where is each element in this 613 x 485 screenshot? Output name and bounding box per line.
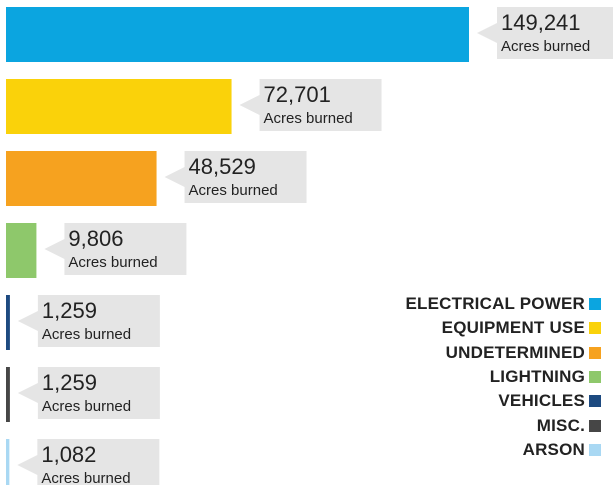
legend-item-equipment-use: EQUIPMENT USE bbox=[281, 316, 601, 340]
bar-undetermined bbox=[6, 151, 157, 206]
legend-swatch bbox=[589, 298, 601, 311]
legend-swatch bbox=[589, 371, 601, 384]
value-label-equipment-use: 72,701 bbox=[264, 82, 331, 107]
bar-electrical-power bbox=[6, 7, 469, 62]
value-label-electrical-power: 149,241 bbox=[501, 10, 581, 35]
legend-item-vehicles: VEHICLES bbox=[281, 389, 601, 413]
unit-label-arson: Acres burned bbox=[41, 470, 130, 485]
value-callout-lightning bbox=[44, 223, 187, 275]
value-callout-electrical-power bbox=[477, 7, 613, 59]
value-callout-misc bbox=[17, 367, 160, 419]
value-label-arson: 1,082 bbox=[41, 442, 96, 467]
value-callout-vehicles bbox=[17, 295, 160, 347]
legend-swatch bbox=[589, 346, 601, 359]
value-label-undetermined: 48,529 bbox=[189, 154, 256, 179]
value-callout-equipment-use bbox=[239, 79, 382, 131]
legend-swatch bbox=[589, 322, 601, 335]
legend-label: EQUIPMENT USE bbox=[441, 318, 585, 338]
legend-swatch bbox=[589, 395, 601, 408]
value-callout-arson bbox=[17, 439, 160, 485]
legend-label: UNDETERMINED bbox=[445, 342, 585, 362]
unit-label-equipment-use: Acres burned bbox=[264, 110, 353, 127]
value-label-vehicles: 1,259 bbox=[42, 298, 97, 323]
legend-swatch bbox=[589, 419, 601, 432]
legend-item-misc: MISC. bbox=[281, 413, 601, 437]
value-callout-undetermined bbox=[164, 151, 307, 203]
legend-label: MISC. bbox=[536, 415, 585, 435]
unit-label-lightning: Acres burned bbox=[68, 254, 157, 271]
bar-lightning bbox=[6, 223, 37, 278]
bar-arson bbox=[6, 439, 10, 485]
legend-label: LIGHTNING bbox=[489, 367, 585, 387]
bar-vehicles bbox=[6, 295, 10, 350]
legend-item-lightning: LIGHTNING bbox=[281, 365, 601, 389]
legend-label: VEHICLES bbox=[498, 391, 585, 411]
unit-label-misc: Acres burned bbox=[42, 398, 131, 415]
bar-misc bbox=[6, 367, 10, 422]
legend-item-arson: ARSON bbox=[281, 438, 601, 462]
legend-item-electrical-power: ELECTRICAL POWER bbox=[281, 292, 601, 316]
legend-item-undetermined: UNDETERMINED bbox=[281, 341, 601, 365]
legend: ELECTRICAL POWER EQUIPMENT USE UNDETERMINE… bbox=[281, 292, 601, 462]
bar-equipment-use bbox=[6, 79, 232, 134]
unit-label-electrical-power: Acres burned bbox=[501, 38, 590, 55]
legend-label: ARSON bbox=[522, 439, 585, 459]
legend-label: ELECTRICAL POWER bbox=[405, 294, 585, 314]
unit-label-vehicles: Acres burned bbox=[42, 326, 131, 343]
value-label-misc: 1,259 bbox=[42, 370, 97, 395]
unit-label-undetermined: Acres burned bbox=[189, 182, 278, 199]
value-label-lightning: 9,806 bbox=[68, 226, 123, 251]
legend-swatch bbox=[589, 443, 601, 456]
